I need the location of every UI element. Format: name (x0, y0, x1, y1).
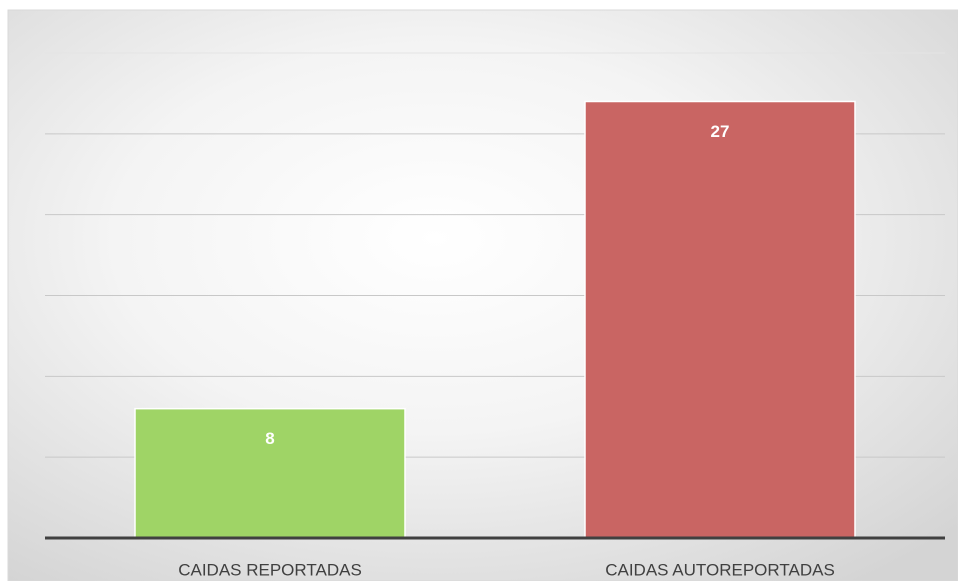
x-tick-label: CAIDAS AUTOREPORTADAS (605, 560, 835, 579)
value-label: 8 (265, 429, 274, 448)
x-tick-label: CAIDAS REPORTADAS (178, 560, 362, 579)
value-label: 27 (711, 122, 730, 141)
bar (134, 407, 406, 539)
bar (584, 100, 856, 539)
